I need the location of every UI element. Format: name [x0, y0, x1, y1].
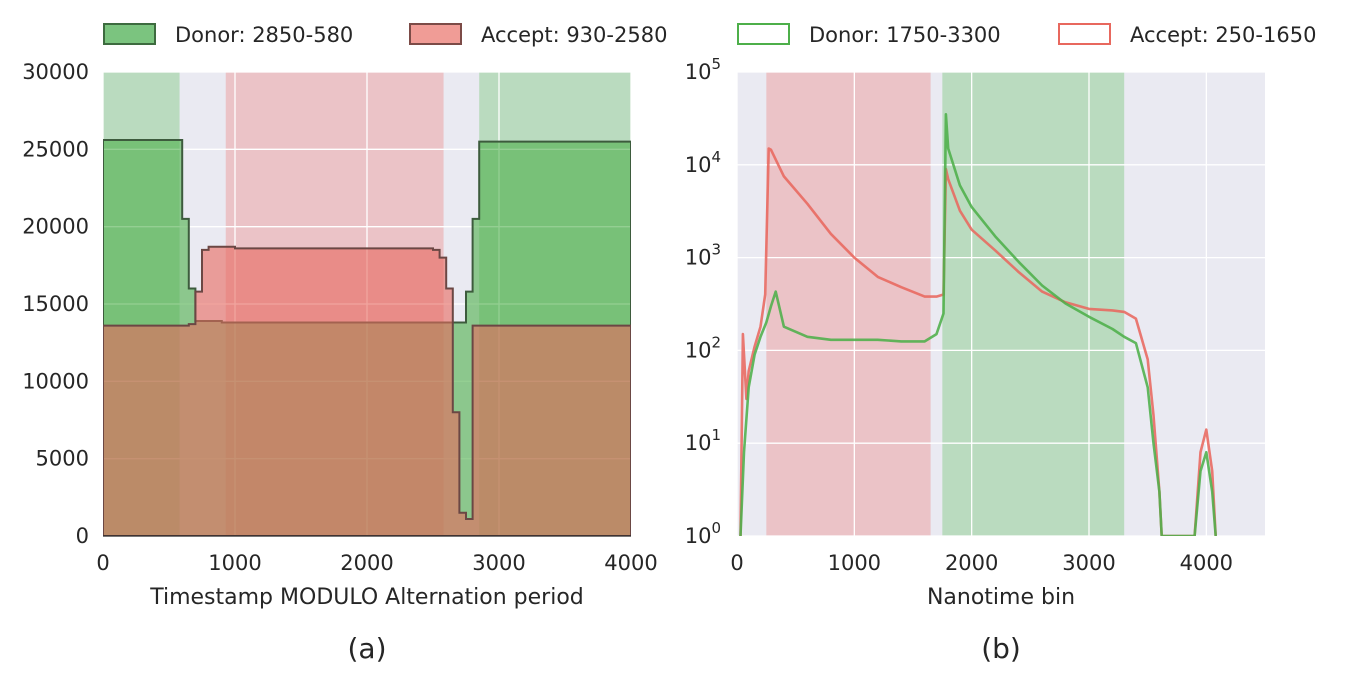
panel-b-x-tick-2: 2000 [945, 551, 998, 575]
legend-entry-donor-filled: Donor: 2850-580 [103, 23, 353, 47]
panel-b-grid [736, 71, 1265, 537]
panel-a-y-tick-1: 5000 [36, 447, 89, 471]
panel-b-x-axis-label: Nanotime bin [927, 585, 1075, 610]
legend-swatch-donor-filled [103, 23, 156, 45]
panel-b-y-tick-4: 104 [685, 148, 721, 177]
legend-swatch-acceptor-outline [1058, 23, 1111, 45]
panel-a-y-tick-4: 20000 [22, 215, 89, 239]
panel-b-x-tick-4: 4000 [1180, 551, 1233, 575]
panel-b-x-ticks: 0 1000 2000 3000 4000 [730, 551, 1233, 575]
legend-entry-acceptor-outline: Accept: 250-1650 [1058, 23, 1316, 47]
panel-a-x-tick-3: 3000 [472, 551, 525, 575]
panel-a-x-tick-0: 0 [96, 551, 109, 575]
panel-b-series [739, 113, 1217, 536]
legend-entry-acceptor-filled: Accept: 930-2580 [409, 23, 667, 47]
legend-label-donor-outline: Donor: 1750-3300 [809, 23, 1001, 47]
panel-b-series-0 [739, 113, 1217, 536]
panel-b-y-ticks: 100 101 102 103 104 105 [685, 55, 721, 548]
panel-a-x-tick-4: 4000 [604, 551, 657, 575]
panel-b-span-1-0 [942, 72, 1125, 536]
panel-b-spans [766, 72, 1125, 536]
panel-b-caption: (b) [981, 632, 1021, 665]
legend-label-acceptor-filled: Accept: 930-2580 [481, 23, 667, 47]
panel-b-y-tick-1: 101 [685, 426, 721, 455]
panel-a-y-tick-5: 25000 [22, 137, 89, 161]
legend-swatch-donor-outline [737, 23, 790, 45]
legend-entry-donor-outline: Donor: 1750-3300 [737, 23, 1001, 47]
panel-b-span-0-0 [766, 72, 931, 536]
panel-a-x-ticks: 0 1000 2000 3000 4000 [96, 551, 657, 575]
panel-a-series-1 [103, 245, 631, 536]
panel-a-caption: (a) [347, 632, 386, 665]
legend-label-acceptor-outline: Accept: 250-1650 [1130, 23, 1316, 47]
panel-a-y-tick-3: 15000 [22, 292, 89, 316]
panel-a-x-tick-2: 2000 [340, 551, 393, 575]
panel-a-y-tick-2: 10000 [22, 369, 89, 393]
panel-a-y-ticks: 0 5000 10000 15000 20000 25000 30000 [22, 60, 89, 548]
panel-a-x-tick-1: 1000 [208, 551, 261, 575]
panel-b-y-tick-0: 100 [685, 519, 721, 548]
panel-b-x-tick-0: 0 [730, 551, 743, 575]
panel-b: 0 1000 2000 3000 4000 100 101 102 103 104 105 Nan… [685, 55, 1265, 665]
panel-a-y-tick-6: 30000 [22, 60, 89, 84]
panel-b-y-tick-3: 103 [685, 241, 721, 270]
panel-b-x-tick-1: 1000 [828, 551, 881, 575]
panel-b-x-tick-3: 3000 [1062, 551, 1115, 575]
legend-swatch-acceptor-filled [409, 23, 462, 45]
legend: Donor: 2850-580 Accept: 930-2580 Donor: … [103, 23, 1316, 47]
panel-b-y-tick-2: 102 [685, 333, 721, 362]
panel-a-y-tick-0: 0 [76, 524, 89, 548]
panel-a-series [103, 139, 631, 536]
legend-label-donor-filled: Donor: 2850-580 [175, 23, 353, 47]
panel-b-y-tick-5: 105 [685, 55, 721, 84]
panel-a-x-axis-label: Timestamp MODULO Alternation period [149, 585, 584, 610]
panel-a: 0 1000 2000 3000 4000 0 5000 10000 15000 20000 25… [22, 60, 658, 665]
